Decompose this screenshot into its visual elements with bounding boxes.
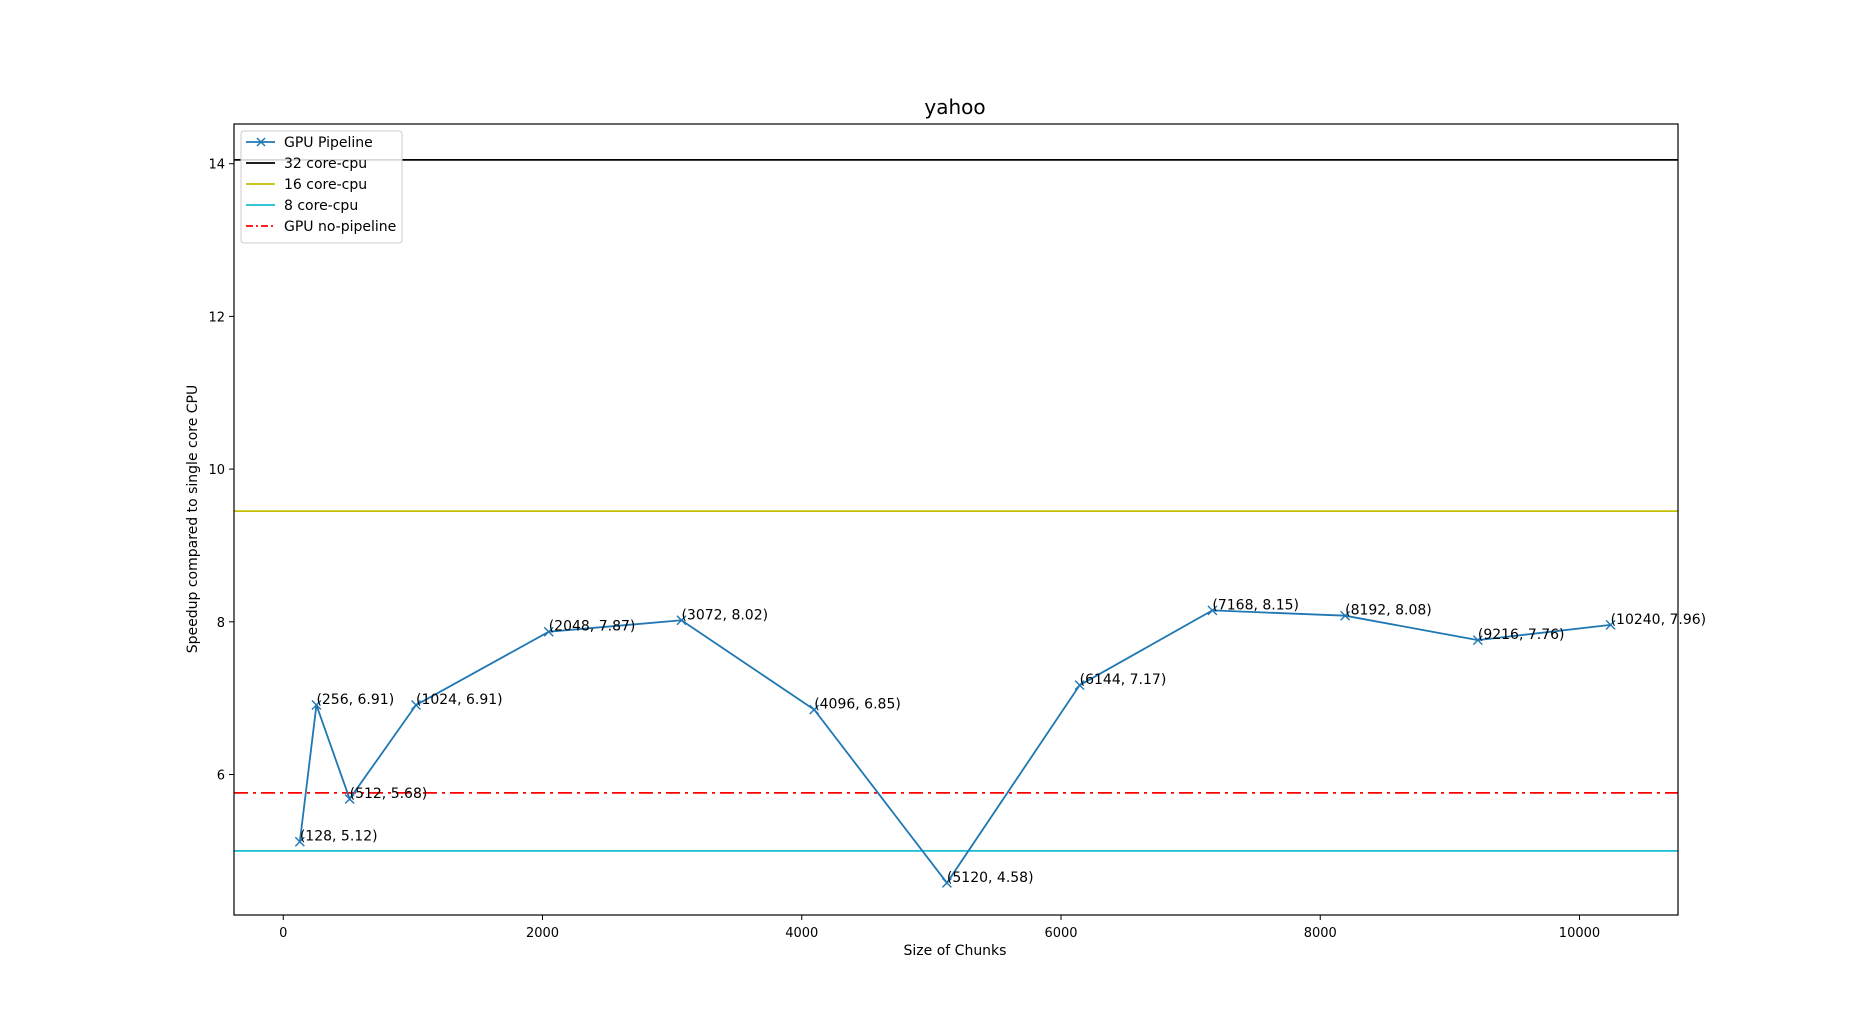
data-point-marker xyxy=(294,836,305,847)
data-point-marker xyxy=(941,877,952,888)
data-point-marker xyxy=(410,700,421,711)
y-tick-label: 8 xyxy=(217,616,225,631)
axes-frame xyxy=(233,123,1679,916)
legend-box xyxy=(240,130,403,244)
y-tick-label: 6 xyxy=(217,769,225,784)
data-point-marker xyxy=(1340,610,1351,621)
data-point-marker xyxy=(311,700,322,711)
legend-label-0: GPU Pipeline xyxy=(284,135,373,151)
x-tick-label: 10000 xyxy=(1559,926,1600,941)
data-point-label: (3072, 8.02) xyxy=(681,607,768,623)
plot-area: (128, 5.12) (256, 6.91) (512, 5.68) (1024, … xyxy=(234,158,1707,888)
chart-title: yahoo xyxy=(924,95,985,119)
data-point-label: (2048, 7.87) xyxy=(549,619,636,635)
x-axis-label: Size of Chunks xyxy=(904,943,1007,959)
y-tick-label: 10 xyxy=(208,463,225,478)
legend-label-2: 16 core-cpu xyxy=(284,177,367,193)
data-point-label: (9216, 7.76) xyxy=(1478,627,1565,643)
data-point-label: (512, 5.68) xyxy=(350,786,428,802)
x-tick-label: 2000 xyxy=(526,926,559,941)
data-point-marker xyxy=(1472,635,1483,646)
data-point-label: (10240, 7.96) xyxy=(1611,612,1707,628)
y-tick-label: 14 xyxy=(208,158,225,173)
data-point-marker xyxy=(809,704,820,715)
data-point-label: (128, 5.12) xyxy=(300,829,378,845)
legend-marker-0 xyxy=(256,137,266,147)
data-point-label: (8192, 8.08) xyxy=(1345,603,1432,619)
data-point-marker xyxy=(1074,680,1085,691)
axis-ticks: 0 2000 4000 6000 8000 10000 6 8 10 12 14 xyxy=(208,158,1600,941)
data-point-label: (1024, 6.91) xyxy=(416,692,503,708)
x-tick-label: 8000 xyxy=(1304,926,1337,941)
data-point-label: (4096, 6.85) xyxy=(814,697,901,713)
data-point-marker xyxy=(344,793,355,804)
legend-label-1: 32 core-cpu xyxy=(284,156,367,172)
data-point-label: (256, 6.91) xyxy=(316,692,394,708)
legend-label-4: GPU no-pipeline xyxy=(284,219,396,235)
data-point-label: (5120, 4.58) xyxy=(947,870,1034,886)
x-tick-label: 6000 xyxy=(1044,926,1077,941)
legend-label-3: 8 core-cpu xyxy=(284,198,358,214)
data-point-label: (7168, 8.15) xyxy=(1212,597,1299,613)
data-point-marker xyxy=(676,615,687,626)
x-tick-label: 0 xyxy=(279,926,287,941)
y-axis-label: Speedup compared to single core CPU xyxy=(185,385,201,654)
data-point-label: (6144, 7.17) xyxy=(1080,672,1167,688)
legend: GPU Pipeline 32 core-cpu 16 core-cpu 8 core… xyxy=(240,130,403,244)
data-point-marker xyxy=(1605,619,1616,630)
data-point-marker xyxy=(1207,605,1218,616)
y-tick-label: 12 xyxy=(208,310,225,325)
x-tick-label: 4000 xyxy=(785,926,818,941)
data-point-marker xyxy=(543,626,554,637)
